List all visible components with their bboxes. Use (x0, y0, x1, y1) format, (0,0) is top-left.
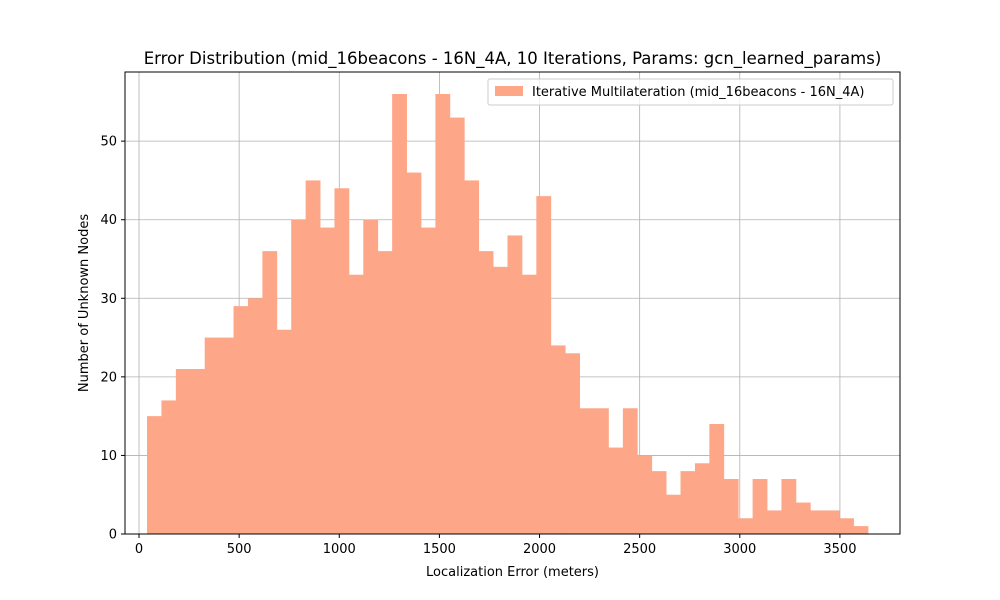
histogram-bar (449, 117, 465, 535)
x-axis-label: Localization Error (meters) (426, 565, 599, 580)
x-tick-label: 500 (227, 542, 252, 557)
histogram-bar (781, 479, 797, 534)
histogram-bar (363, 219, 379, 534)
legend-box (487, 78, 894, 106)
histogram-bar (291, 219, 307, 534)
x-tick-label: 2500 (623, 542, 656, 557)
histogram-bar (680, 471, 696, 534)
histogram-bars (147, 94, 869, 535)
histogram-bar (262, 251, 278, 534)
histogram-bar (204, 337, 220, 534)
histogram-bar (406, 172, 422, 535)
histogram-bar (233, 306, 249, 534)
y-tick-label: 0 (109, 528, 117, 543)
histogram-bar (709, 424, 725, 534)
y-axis-label: Number of Unknown Nodes (77, 214, 92, 392)
y-tick-label: 20 (100, 370, 117, 385)
histogram-bar (795, 502, 811, 534)
histogram-bar (276, 329, 292, 534)
legend-label: Iterative Multilateration (mid_16beacons… (532, 85, 865, 100)
histogram-bar (521, 274, 537, 534)
histogram-bar (550, 345, 566, 534)
x-tick-label: 1000 (323, 542, 356, 557)
histogram-bar (348, 274, 364, 534)
histogram-bar (565, 353, 580, 534)
histogram-bar (767, 510, 782, 534)
histogram-bar (752, 479, 768, 534)
histogram-bar (594, 408, 609, 534)
histogram-bar (694, 463, 710, 534)
x-axis-ticks: 0 500 1000 1500 2000 2500 3000 3500 (135, 534, 856, 557)
histogram-bar (190, 369, 206, 534)
histogram-bar (147, 416, 162, 534)
x-tick-label: 1500 (423, 542, 456, 557)
histogram-bar (608, 447, 624, 534)
legend: Iterative Multilateration (mid_16beacons… (487, 78, 894, 106)
histogram-bar (392, 94, 407, 534)
histogram-bar (334, 188, 350, 535)
histogram-bar (478, 251, 494, 534)
y-axis-ticks: 0 10 20 30 40 50 (100, 135, 125, 543)
x-tick-label: 3500 (823, 542, 856, 557)
histogram-bar (824, 510, 840, 534)
y-tick-label: 50 (100, 135, 117, 150)
histogram-bar (507, 235, 523, 534)
y-tick-label: 40 (100, 213, 117, 228)
histogram-bar (247, 298, 263, 534)
histogram-bar (666, 494, 681, 534)
histogram-bar (637, 455, 653, 534)
histogram-bar (622, 408, 638, 534)
histogram-bar (435, 94, 451, 534)
histogram-bar (377, 251, 393, 534)
histogram-bar (536, 196, 552, 534)
histogram-bar (305, 180, 321, 534)
histogram-bar (161, 400, 177, 534)
histogram-bar (464, 180, 480, 534)
y-tick-label: 30 (100, 292, 117, 307)
histogram-bar (853, 526, 869, 534)
chart-title: Error Distribution (mid_16beacons - 16N_… (144, 49, 882, 69)
y-tick-label: 10 (100, 449, 117, 464)
x-tick-label: 2000 (523, 542, 556, 557)
histogram-bar (219, 337, 234, 534)
histogram-bar (723, 479, 739, 534)
legend-swatch (495, 86, 523, 96)
histogram-bar (579, 408, 595, 534)
x-tick-label: 3000 (723, 542, 756, 557)
histogram-bar (839, 518, 854, 534)
histogram-bar (738, 518, 754, 534)
histogram-bar (320, 227, 335, 535)
histogram-bar (651, 471, 667, 534)
plot-area-frame (124, 71, 901, 535)
histogram-bar (175, 369, 191, 534)
histogram-bar (420, 227, 436, 535)
histogram-bar (493, 266, 508, 534)
histogram-bar (810, 510, 826, 534)
x-tick-label: 0 (135, 542, 143, 557)
